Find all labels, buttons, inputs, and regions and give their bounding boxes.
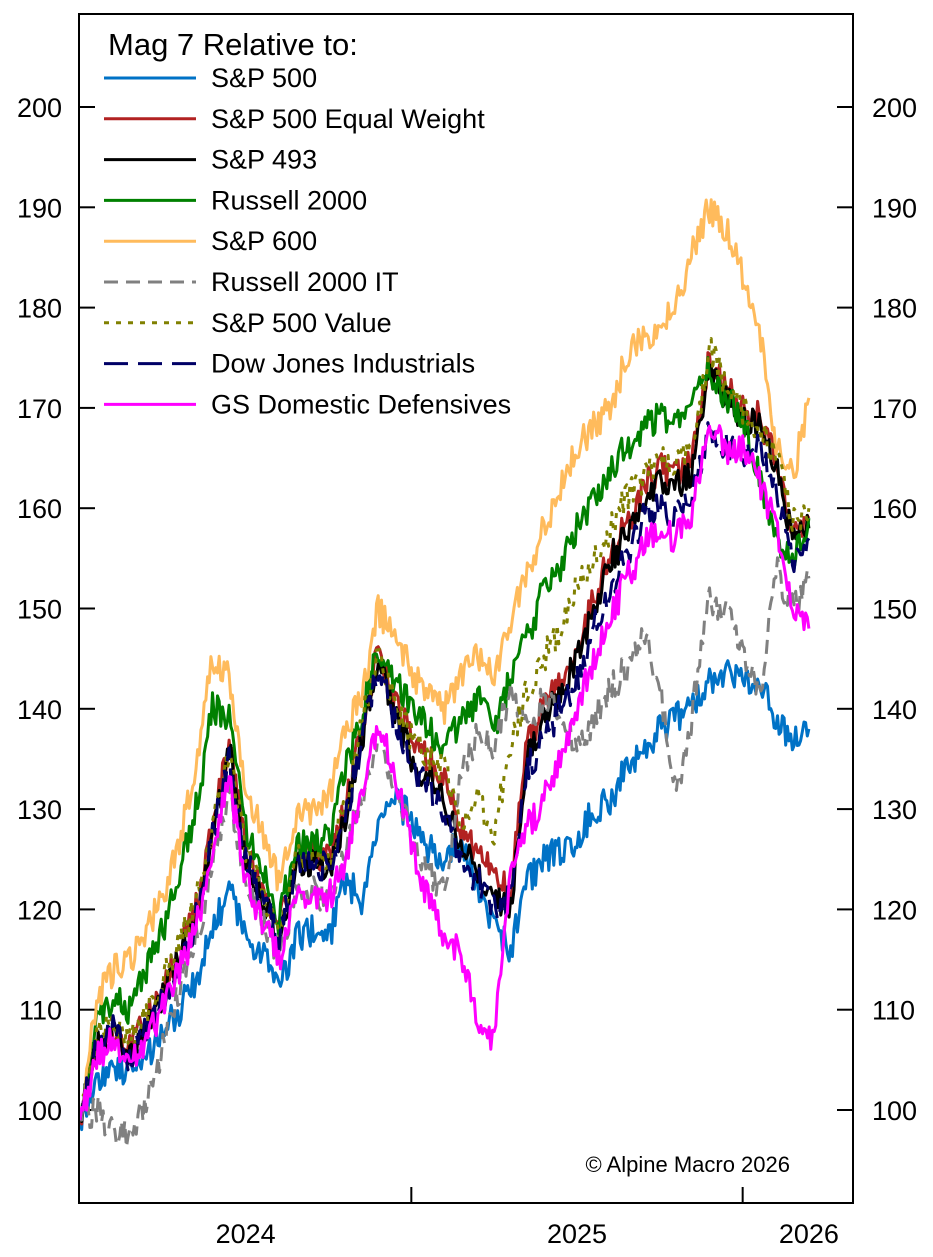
y-tick-label-right: 150 <box>872 595 917 625</box>
legend-label: S&P 500 <box>211 63 317 93</box>
legend-label: Russell 2000 <box>211 185 367 215</box>
legend-label: Dow Jones Industrials <box>211 349 475 379</box>
y-tick-label-left: 130 <box>17 795 62 825</box>
y-tick-label-right: 130 <box>872 795 917 825</box>
x-tick-label: 2026 <box>779 1219 839 1249</box>
y-tick-label-right: 190 <box>872 193 917 223</box>
x-tick-label: 2025 <box>547 1219 607 1249</box>
legend-background <box>96 20 566 420</box>
y-axis-right: 100 110 120 130 140 150 160 170 180 190 200 <box>837 93 917 1126</box>
y-tick-label-left: 190 <box>17 193 62 223</box>
y-tick-label-left: 100 <box>17 1096 62 1126</box>
series-line-4 <box>80 198 811 1121</box>
series-layer <box>80 198 811 1150</box>
y-tick-label-right: 120 <box>872 895 917 925</box>
x-tick-label: 2024 <box>216 1219 276 1249</box>
y-tick-label-left: 200 <box>17 93 62 123</box>
y-tick-label-left: 120 <box>17 895 62 925</box>
legend-label: S&P 500 Equal Weight <box>211 104 485 134</box>
y-axis-left: 100 110 120 130 140 150 160 170 180 190 200 <box>17 93 95 1126</box>
series-line-1 <box>80 351 811 1126</box>
y-tick-label-right: 200 <box>872 93 917 123</box>
y-tick-label-left: 180 <box>17 294 62 324</box>
legend-label: S&P 500 Value <box>211 308 392 338</box>
y-tick-label-left: 160 <box>17 494 62 524</box>
series-line-5 <box>80 556 811 1150</box>
series-line-6 <box>80 337 811 1121</box>
series-line-8 <box>80 424 811 1121</box>
y-tick-label-left: 150 <box>17 595 62 625</box>
y-tick-label-right: 110 <box>872 996 915 1026</box>
legend: Mag 7 Relative to: S&P 500 S&P 500 Equal … <box>96 20 566 420</box>
y-tick-label-left: 140 <box>17 695 62 725</box>
y-tick-label-right: 100 <box>872 1096 917 1126</box>
legend-label: S&P 600 <box>211 226 317 256</box>
y-tick-label-left: 170 <box>17 394 62 424</box>
series-line-7 <box>80 421 811 1121</box>
y-tick-label-left: 110 <box>19 996 62 1026</box>
legend-title: Mag 7 Relative to: <box>108 27 358 62</box>
x-axis: 2024 2025 2026 <box>216 1187 839 1249</box>
y-tick-label-right: 140 <box>872 695 917 725</box>
y-tick-label-right: 180 <box>872 294 917 324</box>
legend-label: S&P 493 <box>211 145 317 175</box>
legend-label: GS Domestic Defensives <box>211 389 511 419</box>
y-tick-label-right: 170 <box>872 394 917 424</box>
legend-label: Russell 2000 IT <box>211 267 399 297</box>
y-tick-label-right: 160 <box>872 494 917 524</box>
series-line-0 <box>80 659 811 1132</box>
chart-credit: © Alpine Macro 2026 <box>585 1152 790 1177</box>
series-line-3 <box>80 356 811 1121</box>
